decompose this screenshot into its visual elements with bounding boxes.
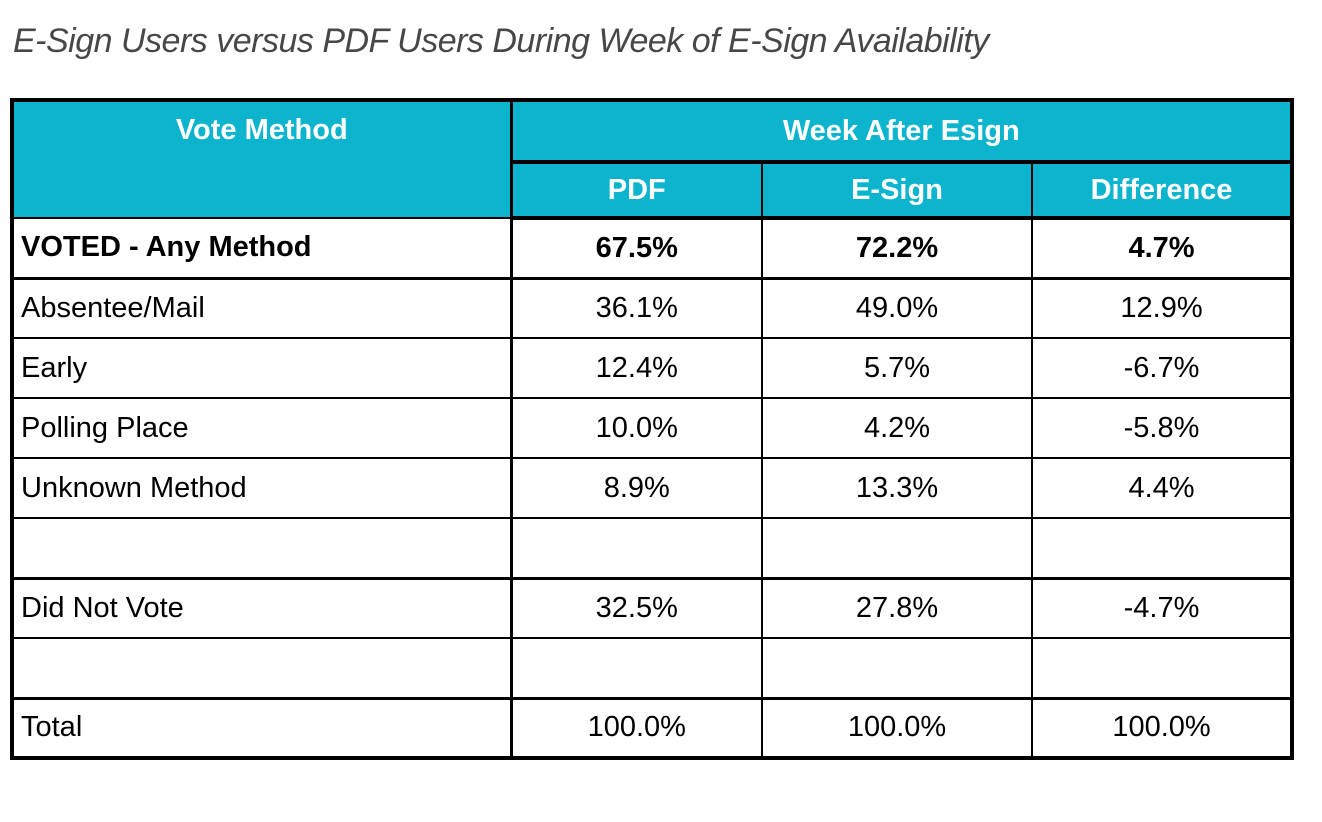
header-row-group: Vote Method Week After Esign [11,98,1294,219]
header-esign: E-Sign [761,160,1033,220]
header-difference: Difference [1030,160,1294,220]
row-label: Unknown Method [11,457,513,519]
pdf-value: 36.1% [510,277,763,339]
pdf-value [510,517,763,579]
difference-value: 12.9% [1030,277,1294,339]
table-row-voted-any-method: VOTED - Any Method 67.5% 72.2% 4.7% [11,217,1294,280]
difference-value: 4.4% [1030,457,1294,519]
pdf-value [510,637,763,699]
esign-value: 72.2% [761,217,1033,280]
pdf-value: 8.9% [510,457,763,519]
header-pdf: PDF [510,160,763,220]
header-week-after-esign: Week After Esign [509,98,1294,163]
difference-value: 100.0% [1030,696,1294,760]
esign-value: 13.3% [761,457,1033,519]
difference-value: -6.7% [1030,337,1294,399]
esign-value: 5.7% [761,337,1033,399]
pdf-value: 10.0% [510,397,763,459]
row-label: Did Not Vote [11,576,513,639]
pdf-value: 32.5% [510,576,763,639]
header-row-columns: PDF E-Sign Difference [12,160,1294,220]
vote-method-table: Vote Method Week After Esign PDF E-Sign … [10,98,1295,760]
row-label [11,517,513,579]
difference-value: -5.8% [1030,397,1294,459]
table-row-absentee-mail: Absentee/Mail 36.1% 49.0% 12.9% [11,277,1294,339]
esign-value: 27.8% [761,576,1033,639]
difference-value: 4.7% [1030,217,1294,280]
difference-value: -4.7% [1030,576,1294,639]
table-row-early: Early 12.4% 5.7% -6.7% [11,337,1294,399]
esign-value [761,637,1033,699]
esign-value: 100.0% [761,696,1033,760]
pdf-value: 12.4% [510,337,763,399]
row-label: VOTED - Any Method [11,217,513,280]
row-label: Polling Place [11,397,513,459]
row-label: Absentee/Mail [11,277,513,339]
row-label: Early [11,337,513,399]
row-label [11,637,513,699]
table-row-unknown-method: Unknown Method 8.9% 13.3% 4.4% [11,457,1294,519]
page-title: E-Sign Users versus PDF Users During Wee… [13,22,989,60]
pdf-value: 100.0% [510,696,763,760]
esign-value: 4.2% [761,397,1033,459]
table-row-empty-1 [11,517,1294,579]
table-row-polling-place: Polling Place 10.0% 4.2% -5.8% [11,397,1294,459]
table-row-did-not-vote: Did Not Vote 32.5% 27.8% -4.7% [11,576,1294,639]
header-vote-method: Vote Method [11,98,513,219]
difference-value [1030,517,1294,579]
pdf-value: 67.5% [510,217,763,280]
esign-value [761,517,1033,579]
row-label: Total [11,696,513,760]
table-row-empty-2 [11,637,1294,699]
table-row-total: Total 100.0% 100.0% 100.0% [11,696,1294,760]
difference-value [1030,637,1294,699]
esign-value: 49.0% [761,277,1033,339]
